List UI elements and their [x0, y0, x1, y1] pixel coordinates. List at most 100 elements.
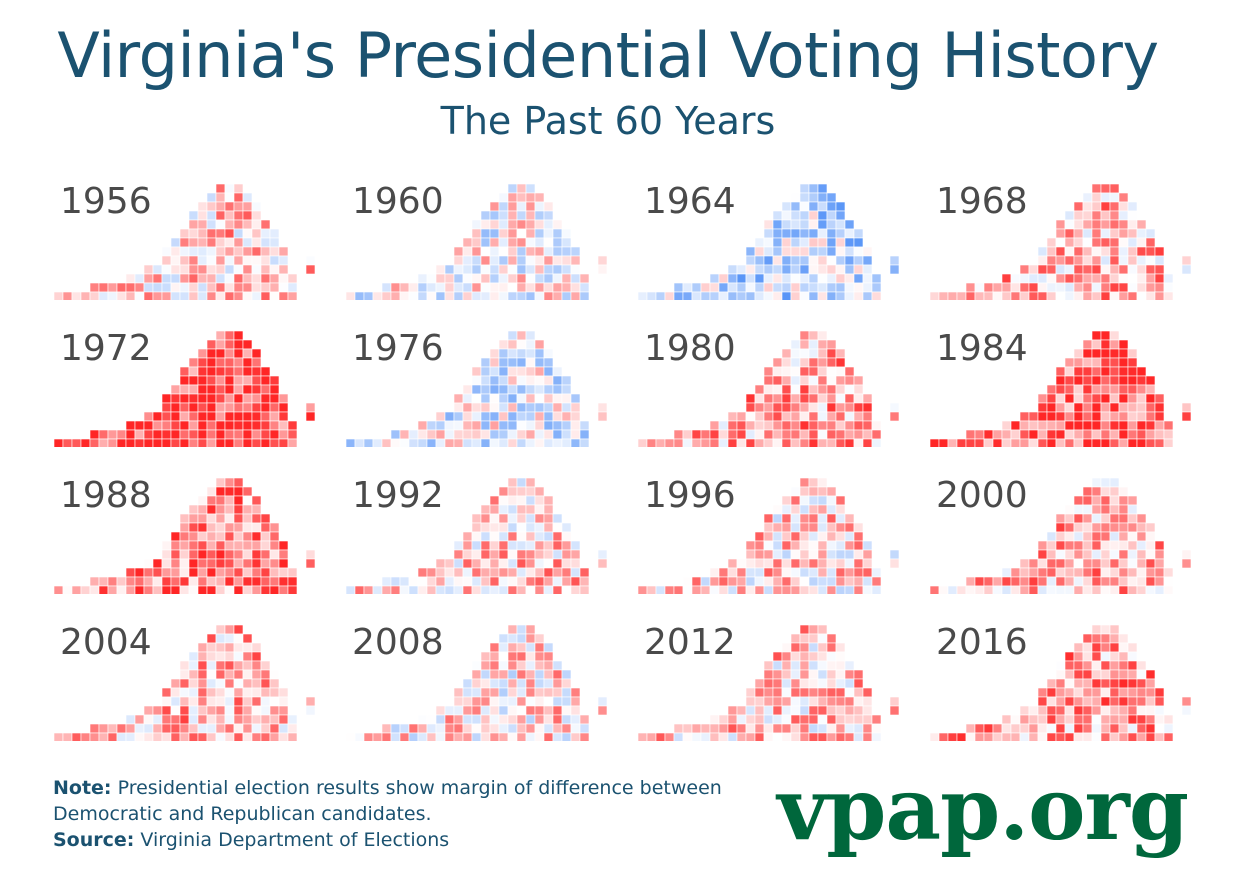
county-cell [781, 513, 792, 524]
county-cell [808, 558, 819, 569]
county-cell [772, 384, 783, 395]
county-cell [251, 696, 262, 707]
county-cell [561, 282, 572, 293]
county-cell [763, 723, 774, 734]
county-cell [54, 438, 64, 447]
county-cell [98, 585, 109, 594]
county-cell [462, 696, 473, 707]
county-cell [745, 576, 756, 587]
county-cell [1109, 237, 1120, 248]
county-cell [543, 255, 554, 266]
county-cell [143, 420, 154, 431]
county-cell [561, 375, 572, 386]
county-cell [570, 576, 581, 587]
county-cell [161, 411, 172, 422]
county-cell [534, 438, 545, 447]
county-cell [498, 420, 509, 431]
county-cell [543, 438, 554, 447]
county-cell [799, 660, 810, 671]
county-cell [390, 291, 401, 300]
county-cell [718, 567, 729, 578]
county-cell [1037, 705, 1048, 716]
county-cell [808, 504, 819, 515]
county-cell [799, 531, 810, 542]
county-cell [480, 714, 491, 725]
county-cell [417, 429, 428, 440]
county-cell [1082, 522, 1093, 533]
county-cell [224, 531, 235, 542]
county-cell [772, 585, 783, 594]
county-cell [1064, 540, 1075, 551]
county-cell [215, 660, 226, 671]
county-cell [745, 438, 756, 447]
county-cell [799, 714, 810, 725]
county-cell [206, 660, 217, 671]
county-cell [817, 669, 828, 680]
county-cell [215, 477, 226, 488]
county-cell [534, 429, 545, 440]
county-cell [1109, 339, 1120, 350]
county-cell [143, 732, 154, 741]
page-title: Virginia's Presidential Voting History [57, 19, 1159, 92]
county-cell [1109, 705, 1120, 716]
county-cell [1127, 393, 1138, 404]
county-cell [287, 714, 298, 725]
county-cell [161, 402, 172, 413]
county-cell [965, 429, 976, 440]
county-cell [1091, 495, 1102, 506]
county-cell [233, 687, 244, 698]
vpap-logo[interactable]: vpap.org [777, 759, 1189, 860]
county-cell [489, 366, 500, 377]
county-cell [125, 282, 136, 293]
county-cell [242, 696, 253, 707]
county-cell [233, 384, 244, 395]
county-cell [278, 420, 289, 431]
county-cell [1091, 540, 1102, 551]
county-cell [817, 291, 828, 300]
county-cell [471, 540, 482, 551]
county-cell [242, 210, 253, 221]
county-cell [1127, 237, 1138, 248]
county-cell [224, 201, 235, 212]
county-cell [152, 438, 163, 447]
county-cell [655, 732, 666, 741]
county-cell [1118, 219, 1129, 230]
county-cell [242, 246, 253, 257]
county-cell [278, 429, 289, 440]
county-cell [1118, 411, 1129, 422]
county-cell [525, 192, 536, 203]
county-cell [853, 255, 864, 266]
county-cell [525, 567, 536, 578]
county-cell [1136, 669, 1147, 680]
county-cell [242, 411, 253, 422]
county-cell [498, 531, 509, 542]
county-cell [772, 357, 783, 368]
county-cell [224, 558, 235, 569]
county-cell [242, 291, 253, 300]
county-cell [233, 732, 244, 741]
county-cell [435, 558, 446, 569]
county-cell [1109, 678, 1120, 689]
county-cell [1001, 567, 1012, 578]
county-cell [197, 219, 208, 230]
county-cell [125, 732, 136, 741]
county-cell [799, 558, 810, 569]
county-cell [269, 375, 280, 386]
county-cell [974, 438, 985, 447]
county-cell [471, 513, 482, 524]
county-cell [206, 228, 217, 239]
county-cell [1127, 201, 1138, 212]
county-cell [736, 264, 747, 275]
county-cell [570, 687, 581, 698]
county-cell [781, 576, 792, 587]
county-cell [561, 687, 572, 698]
county-cell [143, 282, 154, 293]
county-cell [1136, 522, 1147, 533]
county-cell [745, 705, 756, 716]
county-cell [1019, 438, 1030, 447]
county-cell [462, 282, 473, 293]
county-cell [871, 585, 882, 594]
county-cell [206, 375, 217, 386]
virginia-county-map-1972 [54, 330, 316, 447]
county-cell [381, 291, 392, 300]
